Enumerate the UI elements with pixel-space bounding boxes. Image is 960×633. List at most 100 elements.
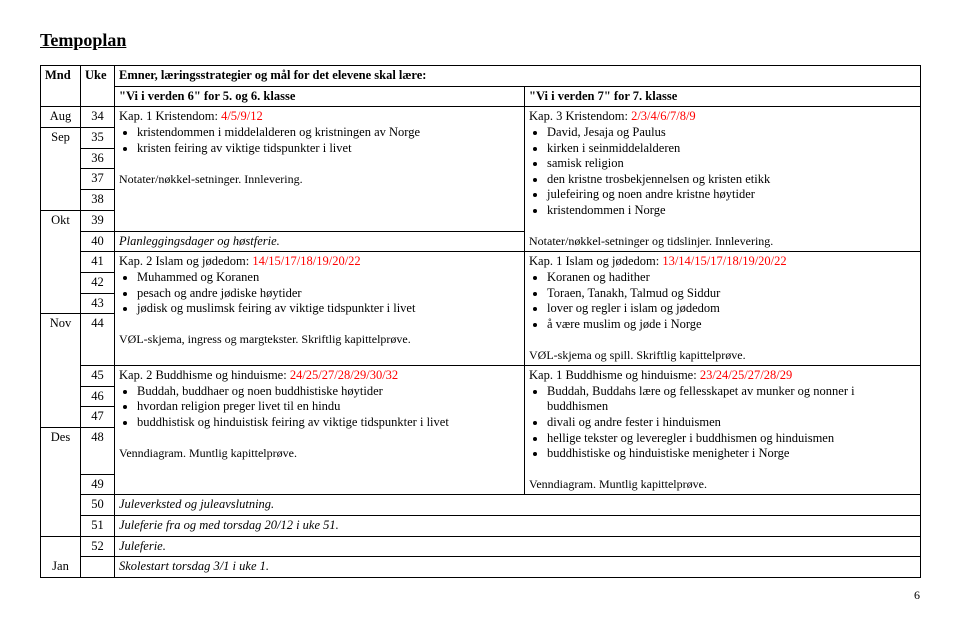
list-item: å være muslim og jøde i Norge	[547, 317, 916, 333]
kap-label: Kap. 2 Buddhisme og hinduisme:	[119, 368, 290, 382]
bullet-list: David, Jesaja og Paulus kirken i seinmid…	[547, 125, 916, 219]
kap-label: Kap. 2 Islam og jødedom:	[119, 254, 252, 268]
list-item: divali og andre fester i hinduismen	[547, 415, 916, 431]
week-cell: 38	[81, 190, 115, 211]
kap-pages: 24/25/27/28/29/30/32	[290, 368, 398, 382]
bullet-list: Buddah, buddhaer og noen buddhistiske hø…	[137, 384, 520, 431]
table-row: 50 Juleverksted og juleavslutning.	[41, 495, 921, 516]
list-item: hvordan religion preger livet til en hin…	[137, 399, 520, 415]
list-item: samisk religion	[547, 156, 916, 172]
w40-text: Planleggingsdager og høstferie.	[115, 231, 525, 252]
left-book-title: "Vi i verden 6" for 5. og 6. klasse	[115, 86, 525, 107]
list-item: hellige tekster og leveregler i buddhism…	[547, 431, 916, 447]
note-text: VØL-skjema, ingress og margtekster. Skri…	[119, 332, 520, 347]
bullet-list: Buddah, Buddahs lære og fellesskapet av …	[547, 384, 916, 462]
week-cell: 47	[81, 407, 115, 428]
week-cell: 36	[81, 148, 115, 169]
list-item: Muhammed og Koranen	[137, 270, 520, 286]
list-item: buddhistiske og hinduistiske menigheter …	[547, 446, 916, 462]
block2-right: Kap. 1 Islam og jødedom: 13/14/15/17/18/…	[525, 252, 921, 366]
week-cell: 39	[81, 210, 115, 231]
month-cell: Nov	[41, 314, 81, 428]
list-item: julefeiring og noen andre kristne høytid…	[547, 187, 916, 203]
note-text: Venndiagram. Muntlig kapittelprøve.	[119, 446, 520, 461]
week-cell	[81, 557, 115, 578]
table-row: Skolestart torsdag 3/1 i uke 1.	[41, 557, 921, 578]
list-item: buddhistisk og hinduistisk feiring av vi…	[137, 415, 520, 431]
month-cell: Des	[41, 427, 81, 536]
table-subheader-row: "Vi i verden 6" for 5. og 6. klasse "Vi …	[41, 86, 921, 107]
month-cell: Aug	[41, 107, 81, 128]
week-cell: 41	[81, 252, 115, 273]
month-cell: Sep	[41, 127, 81, 210]
week-cell: 34	[81, 107, 115, 128]
kap-label: Kap. 3 Kristendom:	[529, 109, 631, 123]
kap-pages: 23/24/25/27/28/29	[700, 368, 792, 382]
table-row: 51 Juleferie fra og med torsdag 20/12 i …	[41, 516, 921, 537]
week-cell: 42	[81, 272, 115, 293]
week-cell: 37	[81, 169, 115, 190]
list-item: kristendommen i middelalderen og kristni…	[137, 125, 520, 141]
list-item: Buddah, buddhaer og noen buddhistiske hø…	[137, 384, 520, 400]
col-main-header: Emner, læringsstrategier og mål for det …	[115, 66, 921, 87]
block1-right: Kap. 3 Kristendom: 2/3/4/6/7/8/9 David, …	[525, 107, 921, 252]
list-item: pesach og andre jødiske høytider	[137, 286, 520, 302]
block3-right: Kap. 1 Buddhisme og hinduisme: 23/24/25/…	[525, 366, 921, 495]
list-item: Buddah, Buddahs lære og fellesskapet av …	[547, 384, 916, 415]
right-book-title: "Vi i verden 7" for 7. klasse	[525, 86, 921, 107]
page-number: 6	[40, 588, 920, 603]
list-item: Toraen, Tanakh, Talmud og Siddur	[547, 286, 916, 302]
week-cell: 46	[81, 386, 115, 407]
bullet-list: kristendommen i middelalderen og kristni…	[137, 125, 520, 156]
table-row: 41 Kap. 2 Islam og jødedom: 14/15/17/18/…	[41, 252, 921, 273]
list-item: den kristne trosbekjennelsen og kristen …	[547, 172, 916, 188]
block1-left: Kap. 1 Kristendom: 4/5/9/12 kristendomme…	[115, 107, 525, 231]
page-title: Tempoplan	[40, 30, 920, 51]
table-row: 45 Kap. 2 Buddhisme og hinduisme: 24/25/…	[41, 366, 921, 387]
kap-pages: 4/5/9/12	[221, 109, 263, 123]
week-cell: 49	[81, 474, 115, 495]
kap-label: Kap. 1 Kristendom:	[119, 109, 221, 123]
week-cell: 43	[81, 293, 115, 314]
week-cell: 52	[81, 536, 115, 557]
w52-text: Juleferie.	[115, 536, 921, 557]
block2-left: Kap. 2 Islam og jødedom: 14/15/17/18/19/…	[115, 252, 525, 366]
list-item: lover og regler i islam og jødedom	[547, 301, 916, 317]
kap-pages: 14/15/17/18/19/20/22	[252, 254, 360, 268]
w50-text: Juleverksted og juleavslutning.	[115, 495, 921, 516]
week-cell: 35	[81, 127, 115, 148]
list-item: jødisk og muslimsk feiring av viktige ti…	[137, 301, 520, 317]
col-uke: Uke	[81, 66, 115, 107]
week-cell: 48	[81, 427, 115, 474]
month-cell: Jan	[41, 536, 81, 577]
jan-text: Skolestart torsdag 3/1 i uke 1.	[115, 557, 921, 578]
table-row: Aug 34 Kap. 1 Kristendom: 4/5/9/12 krist…	[41, 107, 921, 128]
tempoplan-table: Mnd Uke Emner, læringsstrategier og mål …	[40, 65, 921, 578]
week-cell: 40	[81, 231, 115, 252]
bullet-list: Muhammed og Koranen pesach og andre jødi…	[137, 270, 520, 317]
list-item: kristen feiring av viktige tidspunkter i…	[137, 141, 520, 157]
note-text: Venndiagram. Muntlig kapittelprøve.	[529, 477, 916, 492]
bullet-list: Koranen og hadither Toraen, Tanakh, Talm…	[547, 270, 916, 333]
kap-label: Kap. 1 Buddhisme og hinduisme:	[529, 368, 700, 382]
list-item: David, Jesaja og Paulus	[547, 125, 916, 141]
col-mnd: Mnd	[41, 66, 81, 107]
note-text: Notater/nøkkel-setninger. Innlevering.	[119, 172, 520, 187]
kap-pages: 13/14/15/17/18/19/20/22	[662, 254, 786, 268]
w51-text: Juleferie fra og med torsdag 20/12 i uke…	[115, 516, 921, 537]
note-text: VØL-skjema og spill. Skriftlig kapittelp…	[529, 348, 916, 363]
list-item: kirken i seinmiddelalderen	[547, 141, 916, 157]
note-text: Notater/nøkkel-setninger og tidslinjer. …	[529, 234, 916, 249]
week-cell: 44	[81, 314, 115, 366]
list-item: Koranen og hadither	[547, 270, 916, 286]
block3-left: Kap. 2 Buddhisme og hinduisme: 24/25/27/…	[115, 366, 525, 495]
week-cell: 45	[81, 366, 115, 387]
kap-pages: 2/3/4/6/7/8/9	[631, 109, 696, 123]
table-header-row: Mnd Uke Emner, læringsstrategier og mål …	[41, 66, 921, 87]
week-cell: 50	[81, 495, 115, 516]
table-row: Jan 52 Juleferie.	[41, 536, 921, 557]
month-cell: Okt	[41, 210, 81, 313]
week-cell: 51	[81, 516, 115, 537]
kap-label: Kap. 1 Islam og jødedom:	[529, 254, 662, 268]
list-item: kristendommen i Norge	[547, 203, 916, 219]
